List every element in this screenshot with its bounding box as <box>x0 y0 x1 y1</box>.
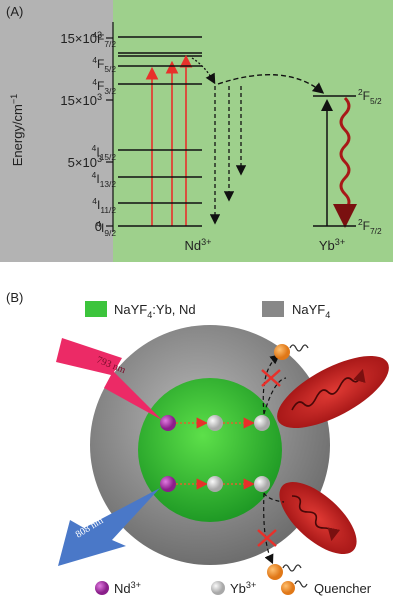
ion-label-part: Yb <box>319 238 335 253</box>
level-label-part: 7/2 <box>104 39 116 49</box>
ion-label-part: 3+ <box>335 237 345 247</box>
nd-ion <box>160 476 176 492</box>
level-label-part: F <box>97 32 104 46</box>
nd-ion <box>160 415 176 431</box>
ion-label-part: 3+ <box>201 237 211 247</box>
key-label-part: 3+ <box>131 580 141 590</box>
quencher <box>274 344 290 360</box>
key-label: Nd3+ <box>114 580 141 596</box>
legend-label: NaYF4 <box>292 302 330 320</box>
key-label-part: 3+ <box>246 580 256 590</box>
panel-label: (A) <box>6 4 23 19</box>
legend-swatch-core <box>85 301 107 317</box>
y-axis-label-part: −1 <box>9 94 19 104</box>
key-quencher <box>281 581 295 595</box>
legend-label-part: :Yb, Nd <box>152 302 195 317</box>
level-label-part: 5/2 <box>370 96 382 106</box>
level-label-part: 13/2 <box>100 179 117 189</box>
y-tick-label-part: 5×10 <box>68 155 97 170</box>
y-tick-label-part: 3 <box>97 92 102 102</box>
legend-swatch-shell <box>262 301 284 317</box>
core <box>138 378 282 522</box>
panel-a-green <box>113 0 393 262</box>
level-label-part: F <box>363 219 370 233</box>
level-label-part: 11/2 <box>100 205 116 215</box>
level-label-part: F <box>97 57 104 71</box>
figure: 793 nm 808 nm (A)Energy/cm−115×10315×103… <box>0 0 398 605</box>
yb-ion <box>207 415 223 431</box>
y-tick-label: 15×103 <box>60 92 102 108</box>
legend-label-part: NaYF <box>114 302 147 317</box>
level-label-part: 15/2 <box>100 152 117 162</box>
key-label-part: Yb <box>230 581 246 596</box>
quencher-tail <box>283 565 301 571</box>
key-label: Quencher <box>314 581 372 596</box>
yb-ion <box>207 476 223 492</box>
panel-label: (B) <box>6 290 23 305</box>
legend-label-part: NaYF <box>292 302 325 317</box>
key-label: Yb3+ <box>230 580 256 596</box>
ion-label-part: Nd <box>185 238 202 253</box>
key-yb <box>211 581 225 595</box>
level-label-part: 9/2 <box>104 228 116 238</box>
level-label-part: 3/2 <box>104 86 116 96</box>
key-label-part: Nd <box>114 581 131 596</box>
yb-ion <box>254 415 270 431</box>
y-tick-label-part: 15×10 <box>60 93 97 108</box>
level-label-part: F <box>363 89 370 103</box>
level-label-part: 5/2 <box>104 64 116 74</box>
y-axis-label: Energy/cm−1 <box>9 94 25 167</box>
key-label-part: Quencher <box>314 581 372 596</box>
key-nd <box>95 581 109 595</box>
yb-ion <box>254 476 270 492</box>
key-quencher-tail <box>295 581 307 587</box>
level-label-part: F <box>97 79 104 93</box>
legend-label: NaYF4:Yb, Nd <box>114 302 196 320</box>
y-axis-label-part: Energy/cm <box>10 104 25 166</box>
quencher-tail <box>290 345 308 351</box>
legend-label-part: 4 <box>325 310 330 320</box>
level-label-part: 7/2 <box>370 226 382 236</box>
quencher <box>267 564 283 580</box>
